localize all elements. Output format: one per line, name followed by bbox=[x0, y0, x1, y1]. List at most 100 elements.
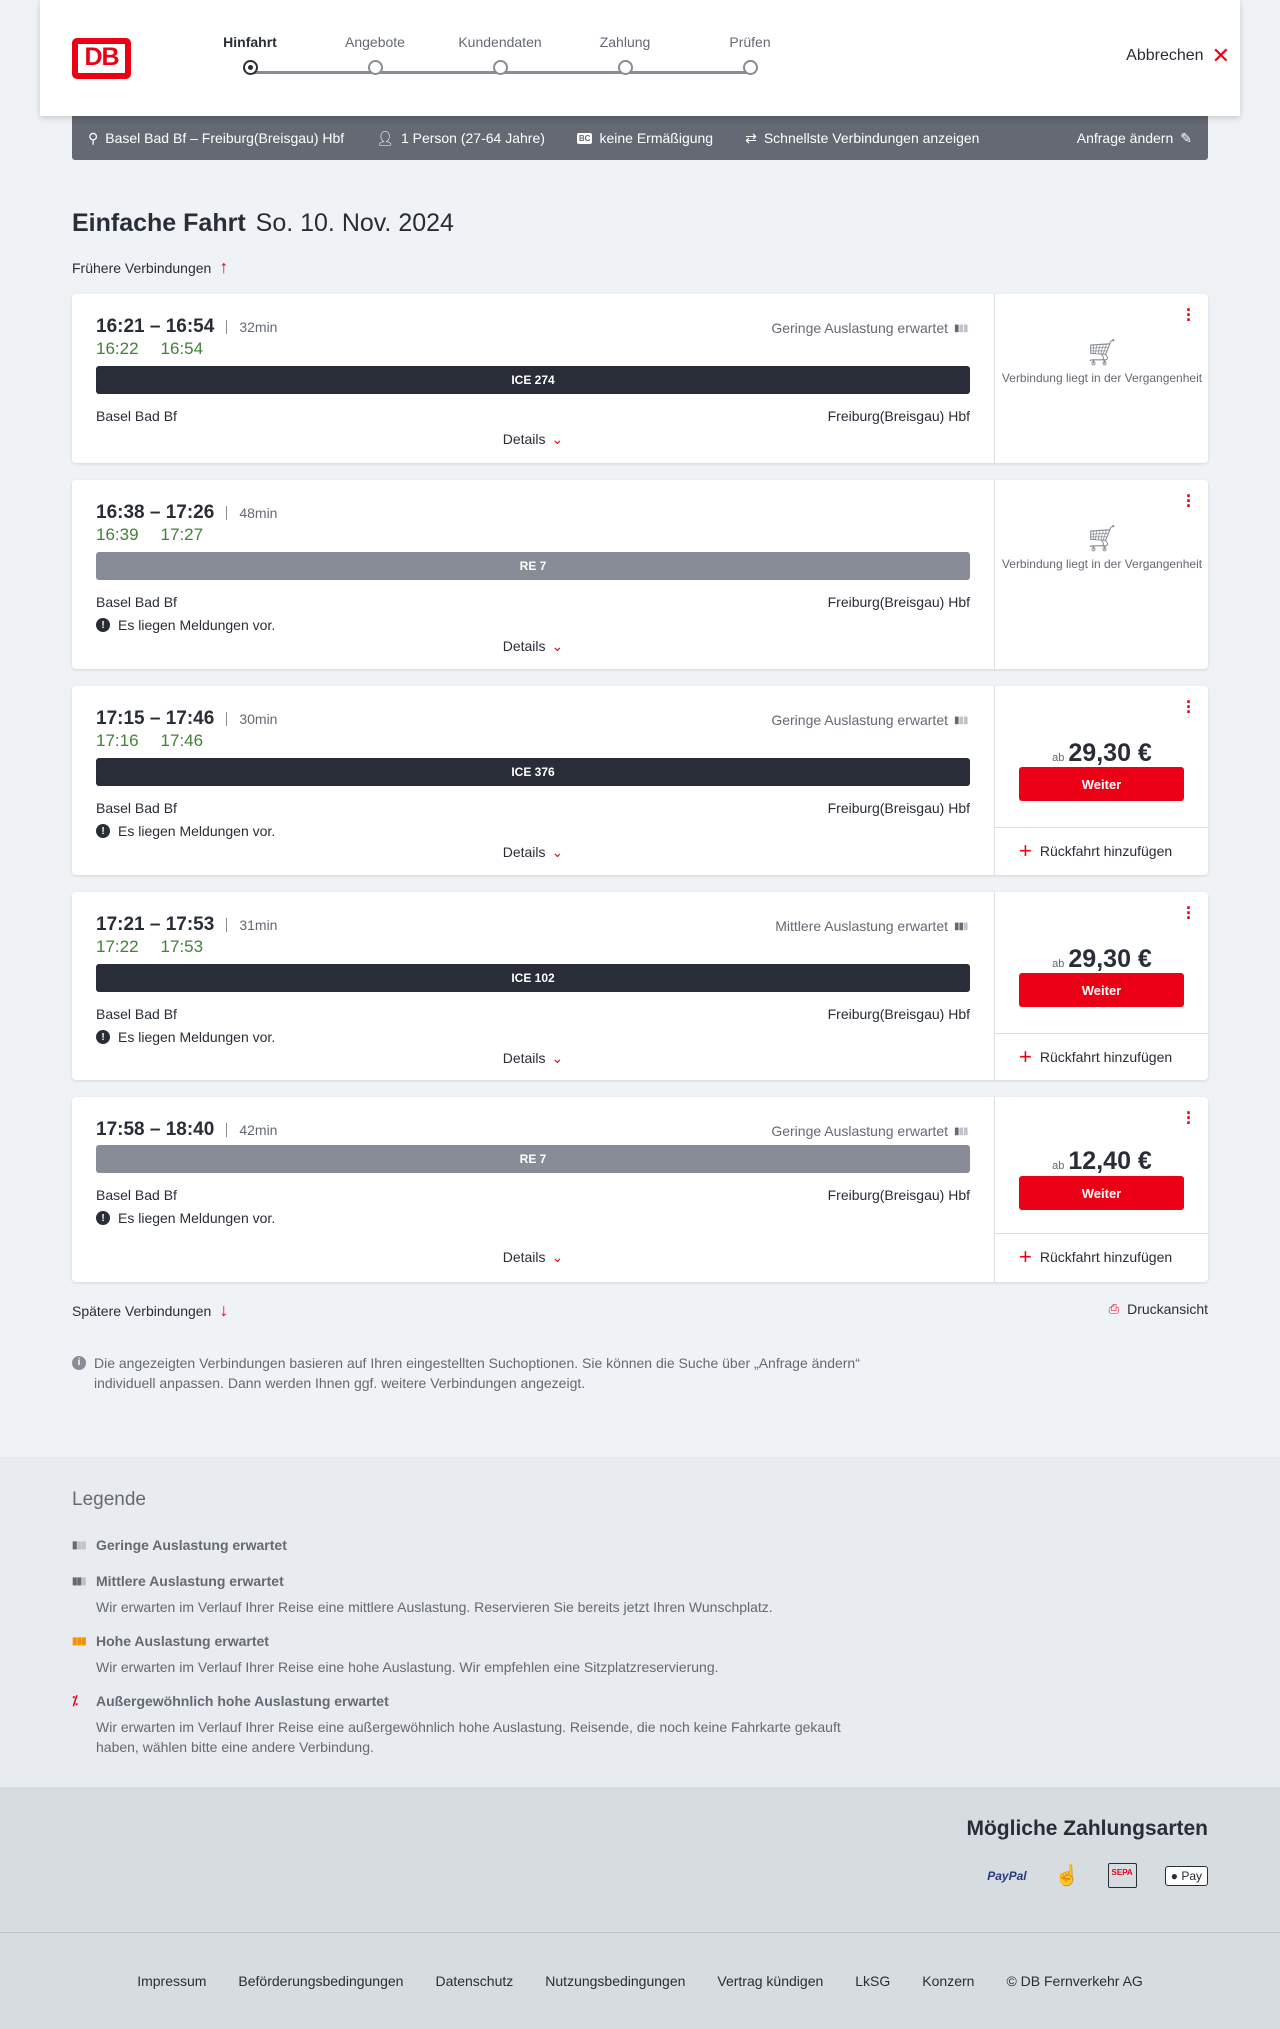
plus-icon: + bbox=[1019, 838, 1032, 863]
footer-link-vertrag-kuendigen[interactable]: Vertrag kündigen bbox=[717, 1973, 824, 1989]
origin-station: Basel Bad Bf bbox=[96, 594, 177, 610]
earlier-connections-link[interactable]: Frühere Verbindungen ↑ bbox=[72, 257, 229, 277]
offer-panel: · · · 🛒︎ Verbindung liegt in der Vergangenhe… bbox=[994, 480, 1208, 669]
step-zahlung: Zahlung bbox=[575, 34, 675, 75]
details-toggle[interactable]: Details ⌄ bbox=[502, 638, 564, 654]
train-bar[interactable]: RE 7 bbox=[96, 1145, 970, 1173]
cart-unavailable-icon: 🛒︎ bbox=[1085, 523, 1119, 553]
occupancy-info: Geringe Auslastung erwartet ▮▮▮ bbox=[771, 712, 970, 728]
duration: 32min bbox=[226, 320, 277, 334]
more-options-icon[interactable]: · · · bbox=[1186, 1103, 1192, 1133]
train-bar[interactable]: ICE 274 bbox=[96, 366, 970, 394]
past-connection-note: 🛒︎ Verbindung liegt in der Vergangenheit bbox=[995, 523, 1209, 572]
origin-station: Basel Bad Bf bbox=[96, 408, 177, 424]
edit-request-button[interactable]: Anfrage ändern ✎ bbox=[1076, 129, 1192, 147]
occupancy-info: Geringe Auslastung erwartet ▮▮▮ bbox=[771, 320, 970, 336]
footer-link-datenschutz[interactable]: Datenschutz bbox=[435, 1973, 514, 1989]
legend-item-very-high: ⁒ Außergewöhnlich hohe Auslastung erwarte… bbox=[72, 1693, 841, 1755]
schedule-times: 17:15 – 17:46 30min bbox=[96, 708, 278, 729]
offer-panel: · · · ab 12,40 € Weiter + Rückfahrt hinzufüge… bbox=[994, 1097, 1208, 1282]
passenger-summary: 👤︎ 1 Person (27-64 Jahre) bbox=[376, 129, 545, 147]
stations: Basel Bad Bf Freiburg(Breisgau) Hbf bbox=[96, 800, 970, 816]
occupancy-icon: ▮▮▮ bbox=[954, 714, 969, 726]
origin-station: Basel Bad Bf bbox=[96, 1006, 177, 1022]
details-toggle[interactable]: Details ⌄ bbox=[502, 1249, 564, 1265]
fastest-connections-link[interactable]: ⇄ Schnellste Verbindungen anzeigen bbox=[745, 129, 980, 147]
step-hinfahrt: Hinfahrt bbox=[200, 34, 300, 75]
step-dot-icon bbox=[492, 60, 508, 75]
occupancy-icon: ▮▮▮ bbox=[954, 1125, 969, 1137]
location-pin-icon: ⚲ bbox=[88, 129, 99, 146]
stations: Basel Bad Bf Freiburg(Breisgau) Hbf bbox=[96, 408, 970, 424]
info-icon: i bbox=[72, 1356, 86, 1370]
continue-button[interactable]: Weiter bbox=[1019, 767, 1184, 801]
footer-link-lksg[interactable]: LkSG bbox=[855, 1973, 891, 1989]
details-toggle[interactable]: Details ⌄ bbox=[502, 431, 564, 447]
occupancy-very-high-icon: ⁒ bbox=[72, 1693, 78, 1708]
price: ab 29,30 € bbox=[1052, 739, 1152, 767]
cancel-button[interactable]: Abbrechen ✕ bbox=[1126, 43, 1230, 68]
offer-panel: · · · ab 29,30 € Weiter + Rückfahrt hinzufüge… bbox=[994, 686, 1208, 875]
destination-station: Freiburg(Breisgau) Hbf bbox=[827, 1006, 970, 1022]
more-options-icon[interactable]: · · · bbox=[1186, 300, 1192, 330]
train-bar[interactable]: RE 7 bbox=[96, 552, 970, 580]
origin-station: Basel Bad Bf bbox=[96, 1187, 177, 1203]
footer-link-impressum[interactable]: Impressum bbox=[137, 1973, 207, 1989]
step-dot-icon bbox=[617, 60, 633, 75]
add-return-button[interactable]: + Rückfahrt hinzufügen bbox=[1019, 1044, 1173, 1069]
chevron-down-icon: ⌄ bbox=[551, 638, 564, 654]
more-options-icon[interactable]: · · · bbox=[1186, 692, 1192, 722]
price: ab 12,40 € bbox=[1052, 1147, 1152, 1175]
footer-link-nutzungsbedingungen[interactable]: Nutzungsbedingungen bbox=[545, 1973, 686, 1989]
db-logo[interactable]: DB bbox=[72, 38, 131, 79]
print-view-link[interactable]: ⎙ Druckansicht bbox=[1108, 1301, 1208, 1317]
discount-summary: BC keine Ermäßigung bbox=[576, 130, 714, 146]
footer-link-konzern[interactable]: Konzern bbox=[922, 1973, 975, 1989]
realtime-times: 16:22 16:54 bbox=[96, 339, 204, 358]
progress-stepper: Hinfahrt Angebote Kundendaten Zahlung Pr… bbox=[210, 34, 790, 84]
later-connections-link[interactable]: Spätere Verbindungen ↓ bbox=[72, 1300, 229, 1320]
destination-station: Freiburg(Breisgau) Hbf bbox=[827, 1187, 970, 1203]
details-toggle[interactable]: Details ⌄ bbox=[502, 1050, 564, 1066]
swap-icon: ⇄ bbox=[745, 129, 757, 146]
bahncard-icon: BC bbox=[576, 132, 593, 144]
more-options-icon[interactable]: · · · bbox=[1186, 486, 1192, 516]
chevron-down-icon: ⌄ bbox=[551, 844, 564, 860]
add-return-button[interactable]: + Rückfahrt hinzufügen bbox=[1019, 838, 1173, 863]
chevron-down-icon: ⌄ bbox=[551, 1249, 564, 1265]
realtime-times: 16:39 17:27 bbox=[96, 525, 204, 544]
duration: 42min bbox=[226, 1123, 277, 1137]
route-summary: ⚲ Basel Bad Bf – Freiburg(Breisgau) Hbf bbox=[88, 129, 345, 147]
search-summary-bar: ⚲ Basel Bad Bf – Freiburg(Breisgau) Hbf 👤… bbox=[72, 116, 1208, 160]
train-bar[interactable]: ICE 376 bbox=[96, 758, 970, 786]
continue-button[interactable]: Weiter bbox=[1019, 973, 1184, 1007]
sepa-icon: SEPA bbox=[1107, 1863, 1137, 1888]
realtime-times: 17:16 17:46 bbox=[96, 731, 204, 750]
paypal-icon: PayPal bbox=[987, 1868, 1027, 1883]
step-pruefen: Prüfen bbox=[700, 34, 800, 75]
occupancy-info: Mittlere Auslastung erwartet ▮▮▮ bbox=[775, 918, 970, 934]
occupancy-low-icon: ▮▮▮ bbox=[72, 1539, 87, 1551]
alert-icon: ! bbox=[96, 1030, 110, 1044]
alert-icon: ! bbox=[96, 824, 110, 838]
destination-station: Freiburg(Breisgau) Hbf bbox=[827, 594, 970, 610]
details-toggle[interactable]: Details ⌄ bbox=[502, 844, 564, 860]
schedule-times: 16:38 – 17:26 48min bbox=[96, 502, 278, 523]
footer-link-befoerderungsbedingungen[interactable]: Beförderungsbedingungen bbox=[238, 1973, 404, 1989]
train-bar[interactable]: ICE 102 bbox=[96, 964, 970, 992]
chevron-down-icon: ⌄ bbox=[551, 1050, 564, 1066]
duration: 30min bbox=[226, 712, 277, 726]
continue-button[interactable]: Weiter bbox=[1019, 1176, 1184, 1210]
legend-item-high: ▮▮▮ Hohe Auslastung erwartet Wir erwarten … bbox=[72, 1633, 719, 1675]
more-options-icon[interactable]: · · · bbox=[1186, 898, 1192, 928]
add-return-button[interactable]: + Rückfahrt hinzufügen bbox=[1019, 1244, 1173, 1269]
person-icon: 👤︎ bbox=[376, 129, 394, 146]
connection-card: 16:38 – 17:26 48min 16:39 17:27 RE 7 Basel… bbox=[72, 480, 1208, 669]
footer: Impressum Beförderungsbedingungen Datens… bbox=[0, 1932, 1280, 2029]
divider bbox=[995, 827, 1208, 828]
page-title: Einfache Fahrt So. 10. Nov. 2024 bbox=[72, 209, 454, 237]
payment-section: Mögliche Zahlungsarten PayPal ☝ SEPA ● P… bbox=[0, 1787, 1280, 1932]
duration: 48min bbox=[226, 506, 277, 520]
arrow-up-icon: ↑ bbox=[219, 257, 229, 277]
schedule-times: 17:58 – 18:40 42min bbox=[96, 1119, 278, 1140]
